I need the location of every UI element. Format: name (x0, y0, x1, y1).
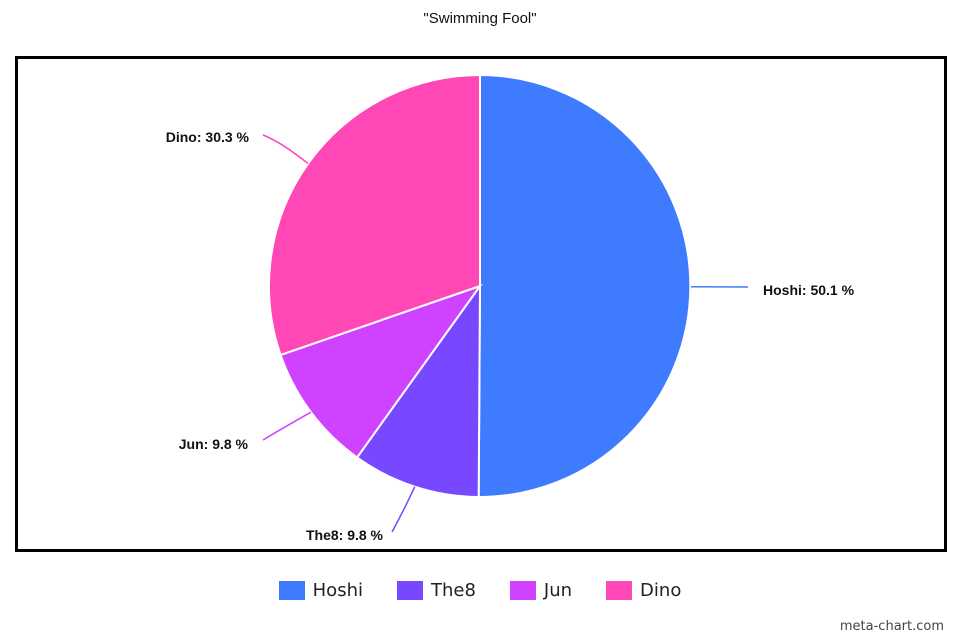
legend-label-jun: Jun (543, 580, 573, 601)
slice-label-dino: Dino: 30.3 % (166, 129, 250, 145)
leader-line-dino (262, 134, 309, 165)
legend: Hoshi The8 Jun Dino (0, 580, 960, 601)
legend-label-hoshi: Hoshi (312, 580, 363, 601)
pie-slice-the8[interactable] (355, 282, 482, 499)
legend-item-jun[interactable]: Jun (509, 580, 573, 601)
legend-item-hoshi[interactable]: Hoshi (278, 580, 363, 601)
leader-line-jun (262, 411, 312, 441)
legend-swatch-jun (509, 581, 536, 600)
chart-title: "Swimming Fool" (423, 10, 537, 27)
legend-swatch-dino (606, 581, 633, 600)
legend-swatch-hoshi (278, 581, 305, 600)
credit-text[interactable]: meta-chart.com (839, 619, 944, 634)
legend-label-the8: The8 (430, 580, 476, 601)
legend-item-the8[interactable]: The8 (396, 580, 476, 601)
legend-label-dino: Dino (640, 580, 682, 601)
slice-label-the8: The8: 9.8 % (306, 527, 384, 543)
legend-item-dino[interactable]: Dino (606, 580, 681, 601)
pie-slice-dino[interactable] (268, 73, 481, 357)
slice-label-jun: Jun: 9.8 % (179, 436, 249, 452)
pie-slice-hoshi[interactable] (477, 73, 692, 499)
pie-slice-jun[interactable] (279, 284, 483, 459)
leader-line-the8 (391, 486, 416, 533)
slice-label-hoshi: Hoshi: 50.1 % (763, 282, 855, 298)
plot-area (15, 56, 947, 552)
legend-swatch-the8 (396, 581, 423, 600)
